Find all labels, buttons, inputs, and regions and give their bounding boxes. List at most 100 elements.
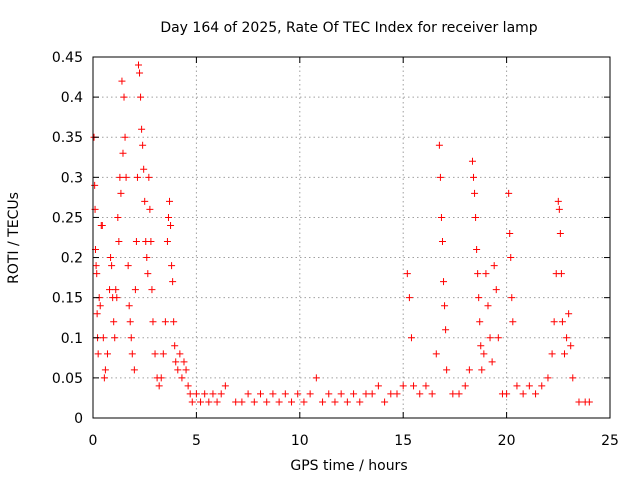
data-point — [111, 334, 119, 342]
data-point — [192, 390, 200, 398]
x-tick-label: 20 — [498, 433, 516, 449]
data-point — [509, 318, 517, 326]
data-point — [197, 398, 205, 406]
data-point — [146, 205, 154, 213]
data-point — [250, 398, 258, 406]
data-point — [544, 374, 552, 382]
y-axis-label: ROTI / TECUs — [6, 192, 22, 284]
data-point — [561, 350, 569, 358]
data-point — [157, 374, 165, 382]
data-point — [92, 262, 100, 270]
data-point — [407, 334, 415, 342]
data-point — [503, 390, 511, 398]
data-point — [186, 390, 194, 398]
data-point — [422, 382, 430, 390]
data-point — [132, 238, 140, 246]
data-point — [182, 366, 190, 374]
data-point — [149, 318, 157, 326]
data-point — [151, 350, 159, 358]
data-point — [312, 374, 320, 382]
data-point — [470, 173, 478, 181]
data-point — [201, 390, 209, 398]
data-point — [116, 173, 124, 181]
data-point — [294, 390, 302, 398]
data-point — [416, 390, 424, 398]
data-point — [128, 350, 136, 358]
data-point — [122, 173, 130, 181]
data-point — [110, 318, 118, 326]
x-tick-label: 5 — [192, 433, 201, 449]
data-point — [428, 390, 436, 398]
data-point — [213, 398, 221, 406]
data-point — [480, 350, 488, 358]
data-point — [374, 382, 382, 390]
data-point — [164, 213, 172, 221]
data-point — [141, 197, 149, 205]
data-point — [263, 398, 271, 406]
axis-ticks — [92, 56, 611, 419]
x-tick-label: 25 — [601, 433, 619, 449]
data-point — [343, 398, 351, 406]
data-point — [159, 350, 167, 358]
data-point — [155, 382, 163, 390]
data-point — [167, 221, 175, 229]
data-point — [101, 366, 109, 374]
y-tick-label: 0 — [74, 411, 83, 427]
data-point — [484, 302, 492, 310]
data-point — [176, 350, 184, 358]
data-point — [482, 270, 490, 278]
data-point — [124, 262, 132, 270]
data-point — [131, 286, 139, 294]
data-point — [474, 270, 482, 278]
x-axis-label: GPS time / hours — [290, 458, 407, 474]
data-point — [410, 382, 418, 390]
data-point — [519, 390, 527, 398]
grid — [93, 57, 610, 418]
data-point — [180, 358, 188, 366]
data-point — [381, 398, 389, 406]
data-point — [100, 374, 108, 382]
data-point — [120, 93, 128, 101]
data-point — [507, 254, 515, 262]
data-point — [148, 286, 156, 294]
data-point — [538, 382, 546, 390]
data-point — [362, 390, 370, 398]
y-tick-label: 0.1 — [61, 331, 83, 347]
data-point — [569, 374, 577, 382]
data-point — [555, 205, 563, 213]
data-point — [98, 221, 106, 229]
data-point — [121, 133, 129, 141]
data-point — [174, 366, 182, 374]
y-tick-label: 0.25 — [52, 210, 83, 226]
data-point — [114, 213, 122, 221]
data-point — [163, 238, 171, 246]
data-point — [127, 334, 135, 342]
y-tick-label: 0.45 — [52, 50, 83, 66]
y-tick-label: 0.15 — [52, 291, 83, 307]
data-point — [139, 141, 147, 149]
data-point — [166, 197, 174, 205]
data-point — [567, 342, 575, 350]
data-point — [508, 294, 516, 302]
data-point — [405, 294, 413, 302]
data-point — [205, 398, 213, 406]
data-point — [178, 374, 186, 382]
data-point — [492, 286, 500, 294]
data-point — [532, 390, 540, 398]
data-point — [275, 398, 283, 406]
data-point — [476, 318, 484, 326]
data-point — [437, 213, 445, 221]
data-point — [269, 390, 277, 398]
plot-frame — [92, 56, 611, 419]
data-point — [585, 398, 593, 406]
y-tick-label: 0.3 — [61, 170, 83, 186]
data-point — [478, 366, 486, 374]
data-point — [438, 238, 446, 246]
data-point — [171, 342, 179, 350]
data-point — [337, 390, 345, 398]
data-point — [461, 382, 469, 390]
data-point — [441, 302, 449, 310]
data-point — [472, 213, 480, 221]
data-point — [449, 390, 457, 398]
